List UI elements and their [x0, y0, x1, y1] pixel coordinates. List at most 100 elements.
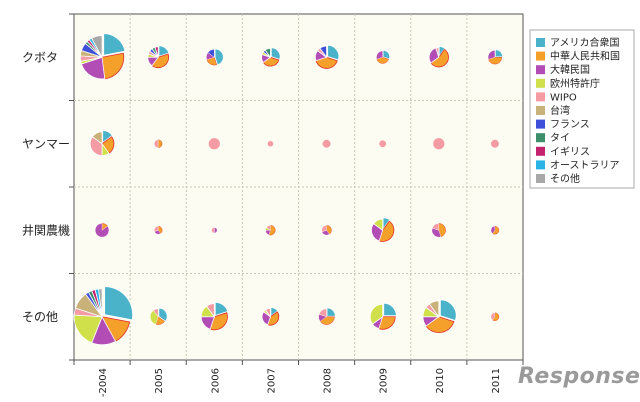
pie-cell — [314, 44, 340, 69]
pie-cell — [490, 312, 500, 321]
pie-slice — [95, 223, 110, 238]
pie-slice — [318, 308, 327, 318]
pie-slice — [154, 226, 159, 232]
pie-slice — [158, 308, 168, 322]
pie-cell — [322, 139, 331, 148]
pie-cell — [267, 140, 274, 147]
pie-cell — [89, 130, 115, 157]
legend-label: その他 — [550, 172, 580, 185]
column-label: 2011 — [491, 368, 502, 393]
pie-cell — [261, 47, 281, 67]
pie-slice — [158, 45, 170, 57]
pie-slice — [206, 303, 215, 318]
pie-cell — [154, 226, 163, 235]
pie-slice — [433, 138, 445, 150]
pie-slice — [432, 223, 440, 231]
column-label: 2005 — [154, 368, 165, 393]
pie-cell — [150, 308, 168, 325]
legend-label: アメリカ合衆国 — [550, 36, 620, 49]
legend-swatch — [536, 160, 545, 170]
pie-slice — [91, 35, 103, 58]
pie-slice — [104, 286, 134, 321]
legend-label: WIPO — [550, 92, 577, 103]
pie-slice — [376, 50, 383, 60]
row-label: ヤンマー — [22, 137, 70, 151]
pie-slice — [322, 139, 331, 148]
pie-slice — [488, 57, 503, 65]
pie-slice — [319, 45, 327, 59]
pie-cell — [95, 223, 110, 238]
pie-cell — [206, 48, 224, 66]
pie-slice — [267, 140, 274, 147]
pie-slice — [89, 136, 103, 157]
pie-slice — [211, 227, 215, 234]
pie-slice — [490, 226, 496, 234]
pie-slice — [430, 48, 449, 68]
pie-slice — [270, 307, 279, 317]
pie-cell — [200, 301, 229, 331]
legend-swatch — [536, 78, 545, 88]
pie-cell — [431, 223, 446, 238]
pie-slice — [207, 49, 215, 58]
column-label: -2004 — [98, 368, 109, 397]
pie-cell — [147, 45, 170, 69]
pie-slice — [439, 299, 457, 322]
row-label: クボタ — [22, 50, 58, 64]
pie-slice — [428, 300, 440, 318]
pie-slice — [378, 316, 396, 330]
pie-slice — [266, 225, 271, 231]
row-label: その他 — [22, 310, 58, 324]
pie-cell — [428, 46, 449, 68]
pie-cell — [73, 286, 134, 346]
pie-slice — [327, 307, 336, 317]
pie-slice — [327, 44, 340, 61]
legend-swatch — [536, 119, 545, 129]
column-label: 2006 — [210, 368, 221, 393]
pie-slice — [267, 311, 280, 326]
pie-cell — [208, 138, 220, 150]
legend-label: イギリス — [550, 146, 590, 158]
pie-slice — [373, 218, 384, 232]
pie-slice — [379, 140, 387, 148]
legend-box — [529, 29, 635, 189]
pie-slice — [369, 303, 384, 325]
pie-slice — [490, 312, 496, 321]
pie-slice — [438, 223, 446, 238]
pie-slice — [91, 131, 103, 145]
pie-cell — [433, 138, 445, 150]
legend-swatch — [536, 65, 545, 75]
legend-label: 欧州特許庁 — [550, 77, 600, 90]
pie-slice — [214, 227, 218, 234]
pie-slice — [153, 308, 159, 318]
legend-label: 台湾 — [550, 104, 570, 117]
response-watermark: Response. — [518, 364, 640, 389]
pie-slice — [315, 56, 338, 69]
pie-slice — [270, 47, 281, 60]
pie-slice — [383, 302, 397, 317]
pie-cell — [490, 226, 500, 235]
pie-cell — [422, 299, 457, 333]
pie-slice — [487, 50, 496, 60]
pie-slice — [378, 220, 395, 242]
pie-slice — [438, 46, 446, 58]
pie-slice — [264, 47, 271, 59]
pie-slice — [321, 225, 327, 233]
pie-slice — [264, 307, 271, 318]
pie-slice — [103, 33, 126, 56]
pie-cell — [371, 217, 395, 242]
pie-slice — [382, 217, 391, 231]
pie-cell — [261, 307, 280, 326]
pie-slice — [154, 139, 159, 148]
pie-cell — [321, 225, 332, 236]
legend-swatch — [536, 106, 545, 115]
legend-label: タイ — [550, 132, 570, 144]
pie-slice — [319, 316, 335, 325]
legend-swatch — [536, 92, 545, 102]
pie-cell — [487, 49, 503, 65]
column-label: 2010 — [435, 368, 446, 393]
legend-swatch — [536, 51, 545, 61]
pie-cell — [154, 139, 163, 148]
legend-label: フランス — [550, 119, 590, 131]
pie-slice — [101, 52, 125, 80]
